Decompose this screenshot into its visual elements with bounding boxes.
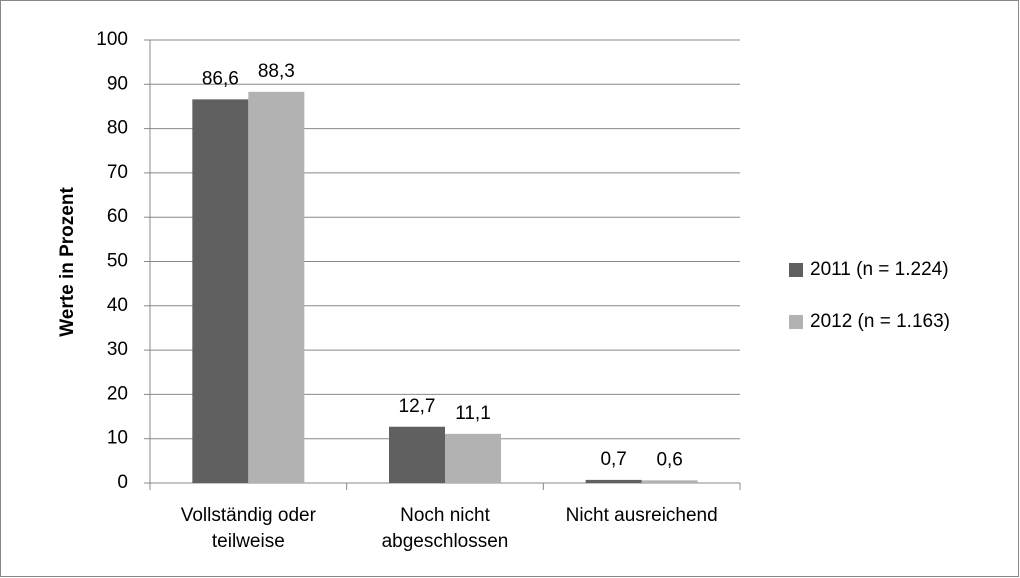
y-tick-label: 60 bbox=[107, 206, 128, 227]
legend-label: 2011 (n = 1.224) bbox=[810, 259, 949, 280]
x-tick-label: Noch nicht abgeschlossen bbox=[381, 505, 509, 552]
data-label: 12,7 bbox=[399, 396, 436, 417]
data-label: 0,6 bbox=[656, 449, 682, 470]
y-tick-label: 30 bbox=[107, 339, 128, 360]
y-tick-label: 80 bbox=[107, 118, 128, 139]
legend-swatch bbox=[789, 315, 803, 329]
bar bbox=[585, 479, 642, 483]
bar bbox=[389, 426, 445, 483]
bar bbox=[248, 91, 305, 484]
bar bbox=[192, 99, 249, 483]
y-tick-label: 40 bbox=[107, 295, 128, 316]
y-tick-label: 100 bbox=[96, 29, 128, 50]
y-tick-label: 0 bbox=[117, 472, 128, 493]
bar bbox=[445, 433, 501, 483]
y-tick-label: 20 bbox=[107, 383, 128, 404]
data-label: 0,7 bbox=[600, 449, 626, 470]
x-tick-label: Vollständig oder teilweise bbox=[180, 505, 316, 552]
legend-swatch bbox=[789, 263, 803, 277]
y-tick-label: 10 bbox=[107, 428, 128, 449]
y-tick-label: 90 bbox=[107, 73, 128, 94]
legend-label: 2012 (n = 1.163) bbox=[810, 311, 950, 332]
x-tick-label: Nicht ausreichend bbox=[565, 505, 718, 526]
y-axis-title: Werte in Prozent bbox=[57, 187, 78, 337]
data-label: 11,1 bbox=[455, 403, 491, 424]
y-tick-label: 70 bbox=[107, 162, 128, 183]
data-label: 88,3 bbox=[258, 61, 295, 82]
data-label: 86,6 bbox=[202, 68, 239, 89]
bar bbox=[641, 480, 698, 483]
y-tick-label: 50 bbox=[107, 251, 128, 272]
